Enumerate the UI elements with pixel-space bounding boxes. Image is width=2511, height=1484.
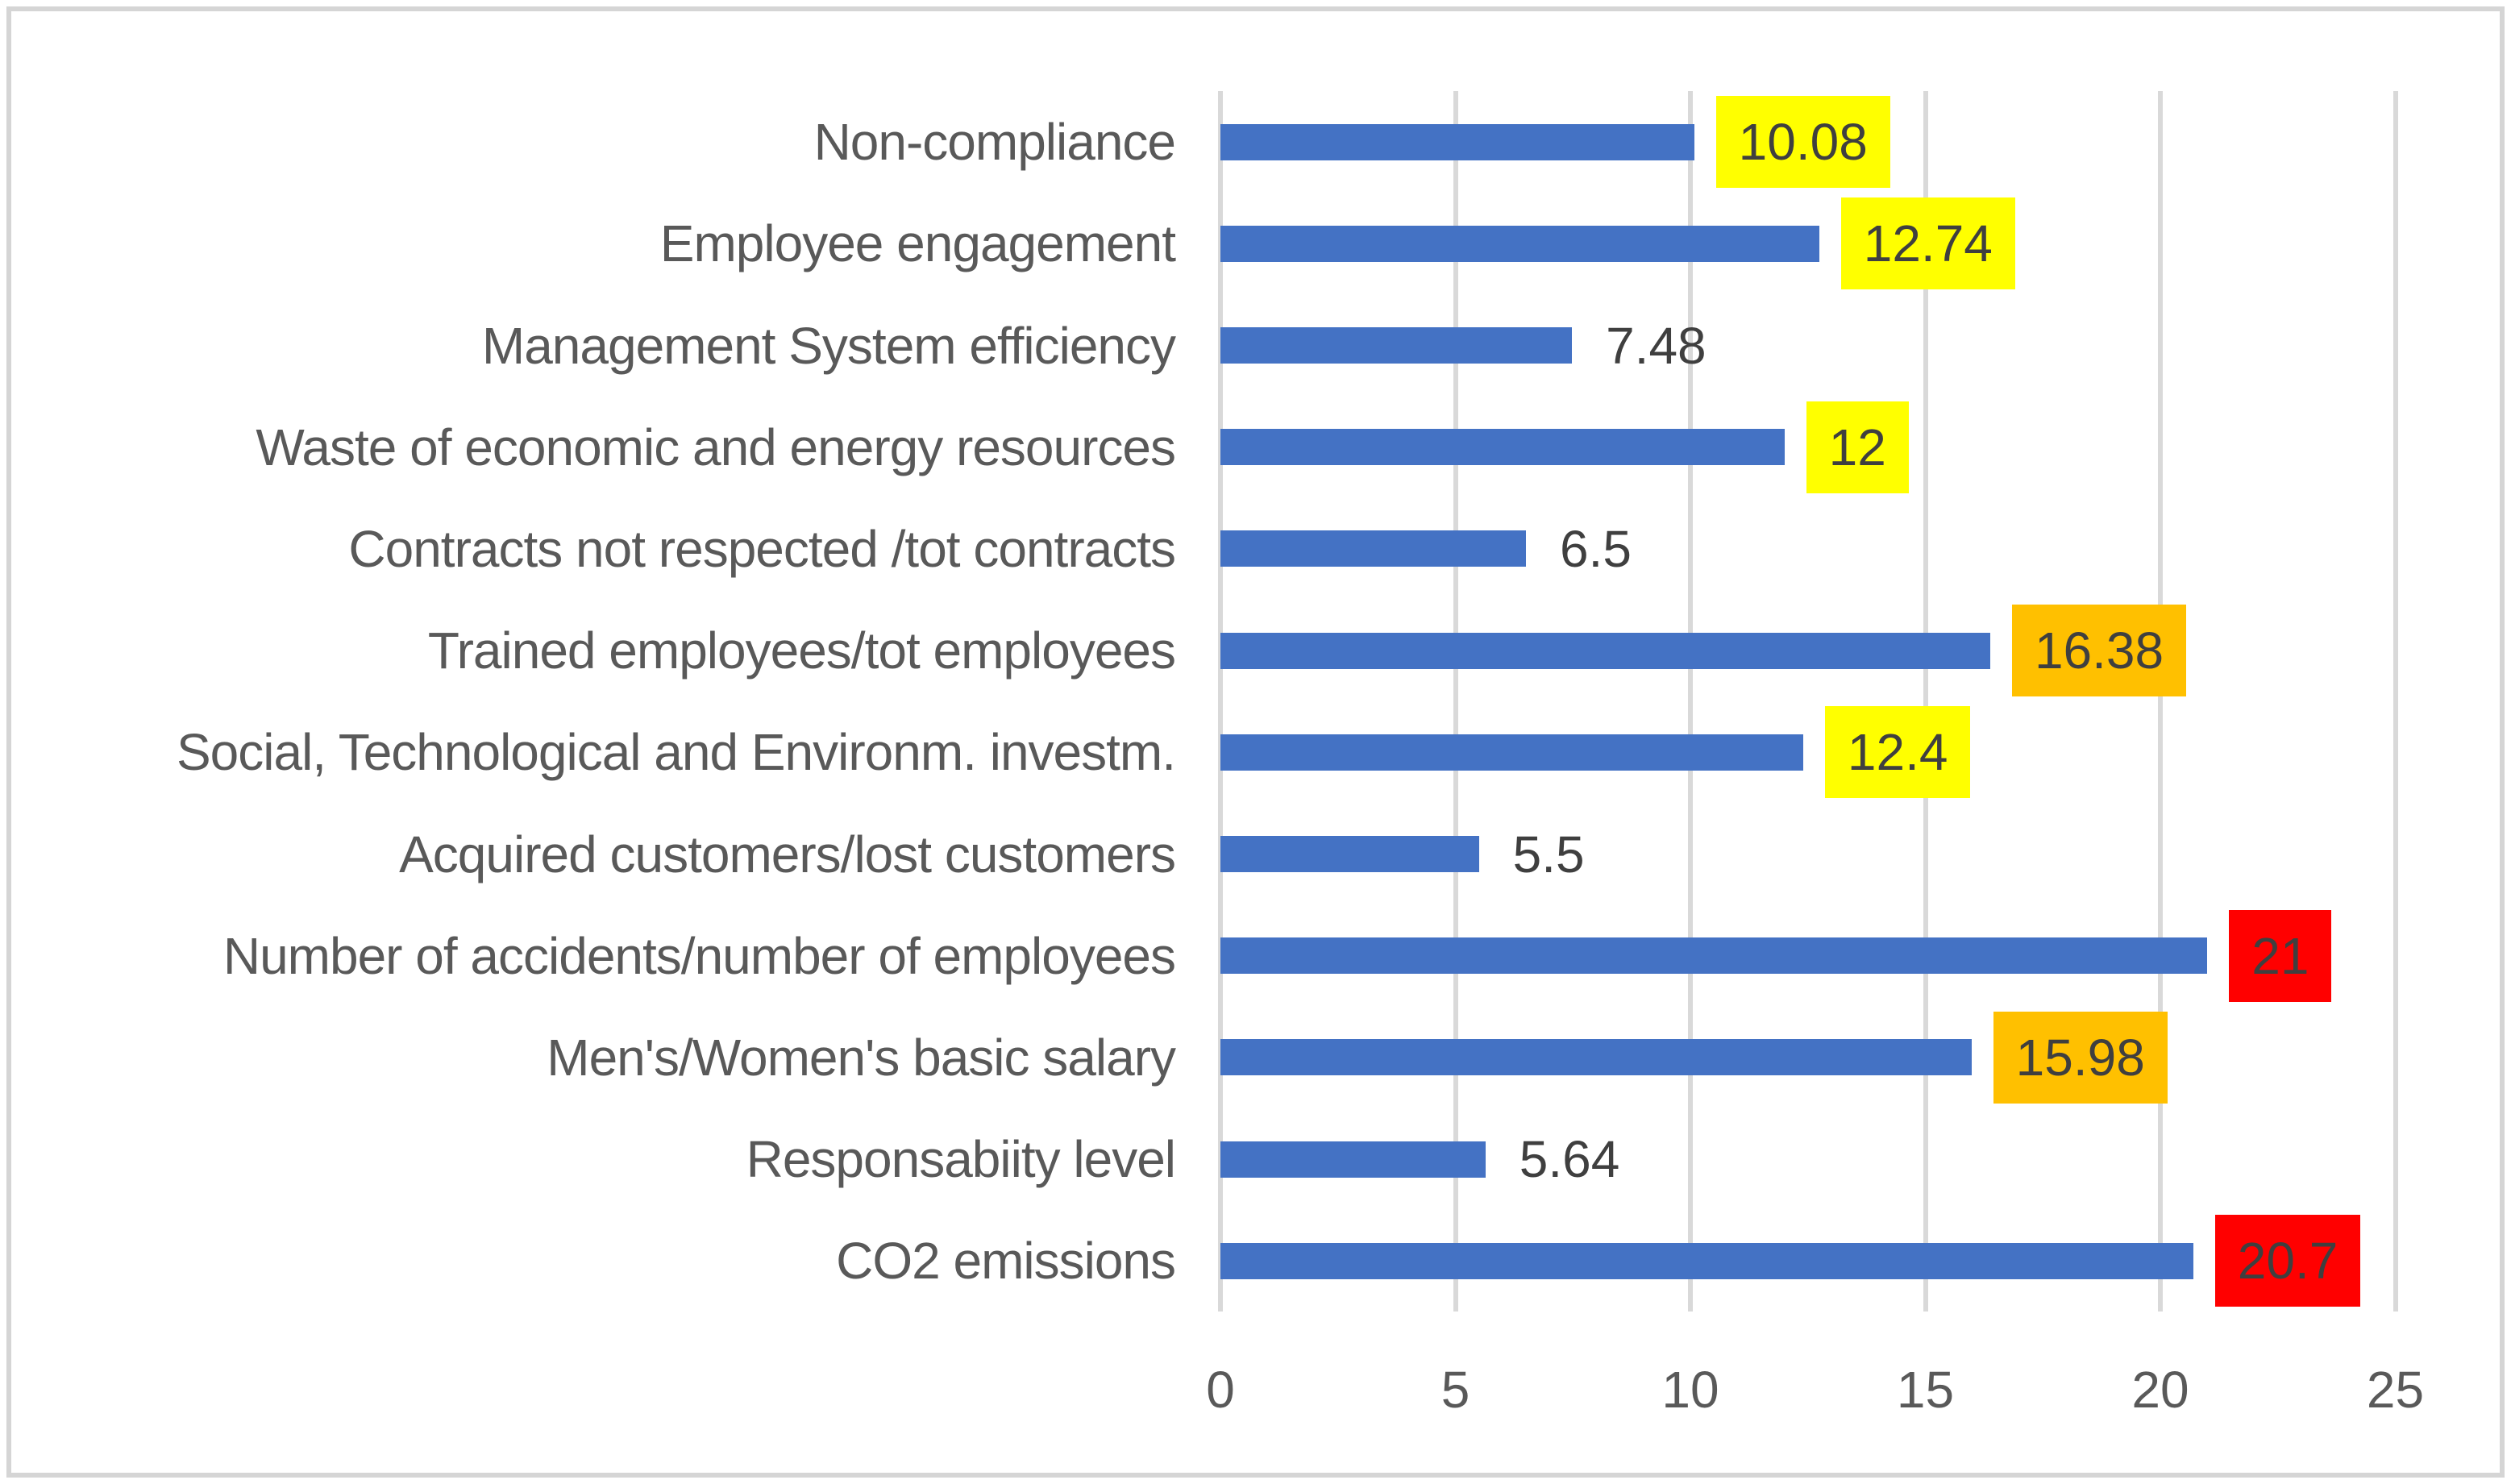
- bar: [1220, 632, 1990, 669]
- bar: [1220, 225, 1819, 262]
- gridline-x-20: [2158, 91, 2163, 1312]
- gridline-x-10: [1688, 91, 1693, 1312]
- category-label: Number of accidents/number of employees: [222, 926, 1176, 985]
- value-label-highlighted: 12.74: [1840, 197, 2015, 290]
- value-label: 7.48: [1606, 316, 1707, 375]
- bar: [1220, 123, 1694, 160]
- value-label: 5.64: [1519, 1130, 1620, 1189]
- bar: [1220, 530, 1526, 567]
- value-label-highlighted: 12.4: [1824, 706, 1971, 799]
- bar: [1220, 1242, 2193, 1279]
- gridline-x-15: [1923, 91, 1928, 1312]
- value-label: 5.5: [1512, 825, 1585, 883]
- bar: [1220, 327, 1573, 364]
- value-label-highlighted: 15.98: [1993, 1011, 2168, 1104]
- category-label: Employee engagement: [659, 214, 1176, 273]
- x-axis-tick-label: 20: [2131, 1361, 2189, 1420]
- x-axis-tick-label: 0: [1206, 1361, 1235, 1420]
- category-label: Acquired customers/lost customers: [399, 825, 1176, 883]
- bar: [1220, 734, 1803, 771]
- category-label: CO2 emissions: [836, 1232, 1176, 1291]
- category-label: Waste of economic and energy resources: [256, 418, 1176, 476]
- value-label-highlighted: 10.08: [1715, 96, 1890, 189]
- bar: [1220, 1141, 1486, 1178]
- value-label-highlighted: 16.38: [2011, 605, 2187, 697]
- x-axis-tick-label: 5: [1440, 1361, 1470, 1420]
- gridline-x-5: [1453, 91, 1458, 1312]
- x-axis-tick-label: 25: [2366, 1361, 2425, 1420]
- bar: [1220, 937, 2208, 975]
- value-label-highlighted: 21: [2229, 909, 2332, 1002]
- bar: [1220, 1039, 1972, 1076]
- category-label: Responsabiity level: [746, 1130, 1176, 1189]
- category-label: Non-compliance: [813, 113, 1176, 172]
- category-label: Social, Technological and Environm. inve…: [176, 723, 1176, 782]
- category-label: Contracts not respected /tot contracts: [348, 519, 1176, 578]
- category-label: Men's/Women's basic salary: [547, 1028, 1176, 1087]
- value-label-highlighted: 20.7: [2214, 1215, 2361, 1307]
- value-label: 6.5: [1559, 519, 1632, 578]
- gridline-x-0: [1218, 91, 1223, 1312]
- bar: [1220, 836, 1479, 872]
- x-axis-tick-label: 10: [1661, 1361, 1719, 1420]
- bar: [1220, 429, 1785, 466]
- value-label-highlighted: 12: [1806, 401, 1909, 493]
- category-label: Management System efficiency: [481, 316, 1176, 375]
- category-label: Trained employees/tot employees: [427, 621, 1176, 680]
- gridline-x-25: [2393, 91, 2398, 1312]
- x-axis-tick-label: 15: [1896, 1361, 1955, 1420]
